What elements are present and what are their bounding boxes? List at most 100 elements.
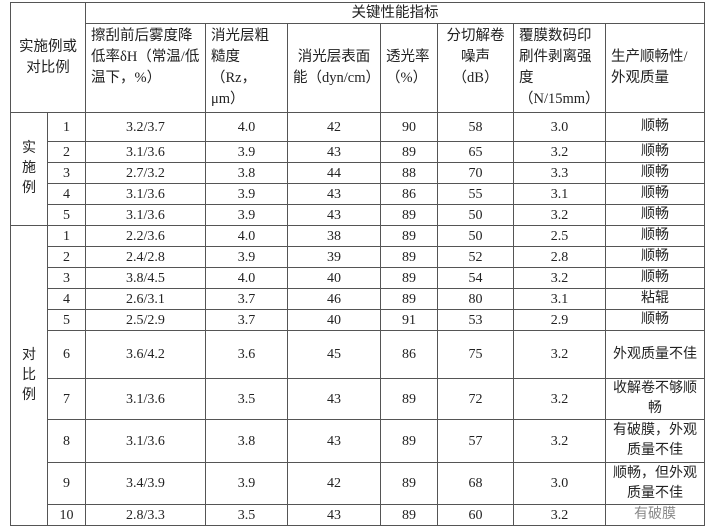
cell-energy: 40: [287, 309, 381, 331]
cell-quality: 顺畅: [604, 246, 706, 268]
row-number: 6: [47, 330, 86, 379]
cell-noise: 80: [437, 288, 514, 310]
cell-haze: 2.5/2.9: [85, 309, 206, 331]
cell-trans: 86: [380, 183, 438, 205]
cell-trans: 89: [380, 204, 438, 226]
corner-header: 实施例或对比例: [10, 2, 86, 113]
table-row: 实施例 1 3.2/3.7 4.0 42 90 58 3.0 顺畅: [10, 112, 706, 226]
cell-trans: 86: [380, 330, 438, 379]
cell-energy: 42: [287, 462, 381, 505]
column-header-haze: 擦刮前后雾度降低率δH（常温/低温下，%）: [85, 23, 206, 113]
row-number: 10: [47, 504, 86, 526]
table-row: 9 3.4/3.9 3.9 42 89 68 3.0 顺畅，但外观质量不佳: [11, 462, 706, 505]
cell-energy: 43: [287, 141, 381, 163]
table-row: 2 3.1/3.6 3.9 43 89 65 3.2 顺畅: [11, 141, 706, 163]
cell-trans: 89: [380, 141, 438, 163]
row-number: 2: [47, 246, 86, 268]
cell-quality: 顺畅: [604, 162, 706, 184]
cell-noise: 68: [437, 462, 514, 505]
cell-rz: 3.5: [205, 378, 288, 420]
cell-noise: 54: [437, 267, 514, 289]
cell-energy: 42: [287, 112, 381, 142]
group-label: 对比例: [10, 225, 48, 526]
cell-rz: 3.5: [205, 504, 288, 526]
cell-trans: 89: [380, 246, 438, 268]
cell-haze: 2.8/3.3: [85, 504, 206, 526]
cell-quality: 顺畅，但外观质量不佳: [604, 462, 706, 505]
cell-quality: 有破膜: [604, 504, 706, 526]
cell-rz: 3.8: [205, 162, 288, 184]
row-number: 1: [47, 225, 86, 247]
cell-rz: 3.7: [205, 288, 288, 310]
cell-energy: 45: [287, 330, 381, 379]
cell-noise: 60: [437, 504, 514, 526]
cell-quality: 顺畅: [604, 225, 706, 247]
column-header-roughness: 消光层粗糙度（Rz，μm）: [205, 23, 288, 113]
row-number: 1: [47, 112, 86, 142]
row-number: 2: [47, 141, 86, 163]
cell-trans: 89: [380, 225, 438, 247]
row-number: 8: [47, 419, 86, 463]
cell-haze: 3.4/3.9: [85, 462, 206, 505]
row-number: 3: [47, 162, 86, 184]
cell-quality: 顺畅: [604, 204, 706, 226]
cell-haze: 3.1/3.6: [85, 204, 206, 226]
table-row: 2 2.4/2.8 3.9 39 89 52 2.8 顺畅: [11, 246, 706, 268]
cell-noise: 70: [437, 162, 514, 184]
cell-quality: 顺畅: [604, 309, 706, 331]
cell-rz: 4.0: [205, 267, 288, 289]
cell-noise: 55: [437, 183, 514, 205]
cell-noise: 53: [437, 309, 514, 331]
cell-haze: 2.2/3.6: [85, 225, 206, 247]
cell-peel: 3.2: [513, 378, 606, 420]
cell-trans: 91: [380, 309, 438, 331]
cell-haze: 3.6/4.2: [85, 330, 206, 379]
cell-quality: 粘辊: [604, 288, 706, 310]
cell-rz: 3.9: [205, 141, 288, 163]
cell-rz: 3.9: [205, 204, 288, 226]
cell-energy: 43: [287, 183, 381, 205]
column-header-quality: 生产顺畅性/外观质量: [604, 23, 706, 113]
cell-rz: 3.9: [205, 246, 288, 268]
cell-peel: 3.3: [513, 162, 606, 184]
cell-energy: 44: [287, 162, 381, 184]
table-row: 7 3.1/3.6 3.5 43 89 72 3.2 收解卷不够顺畅: [11, 378, 706, 420]
table-row: 4 3.1/3.6 3.9 43 86 55 3.1 顺畅: [11, 183, 706, 205]
cell-trans: 89: [380, 462, 438, 505]
column-header-noise: 分切解卷噪声（dB）: [437, 23, 514, 113]
table-row: 10 2.8/3.3 3.5 43 89 60 3.2 有破膜: [11, 504, 706, 526]
cell-haze: 2.4/2.8: [85, 246, 206, 268]
cell-peel: 2.9: [513, 309, 606, 331]
cell-energy: 40: [287, 267, 381, 289]
row-number: 4: [47, 288, 86, 310]
cell-rz: 4.0: [205, 112, 288, 142]
table-row: 5 2.5/2.9 3.7 40 91 53 2.9 顺畅: [11, 309, 706, 331]
cell-noise: 58: [437, 112, 514, 142]
cell-peel: 3.1: [513, 288, 606, 310]
cell-peel: 3.0: [513, 112, 606, 142]
group-label: 实施例: [10, 112, 48, 226]
table-row: 8 3.1/3.6 3.8 43 89 57 3.2 有破膜，外观质量不佳: [11, 419, 706, 463]
table-row: 对比例 1 2.2/3.6 4.0 38 89 50 2.5 顺畅: [10, 225, 706, 526]
cell-quality: 有破膜，外观质量不佳: [604, 419, 706, 463]
cell-peel: 3.2: [513, 204, 606, 226]
cell-energy: 43: [287, 204, 381, 226]
table-row: 5 3.1/3.6 3.9 43 89 50 3.2 顺畅: [11, 204, 706, 226]
cell-quality: 顺畅: [604, 141, 706, 163]
cell-energy: 38: [287, 225, 381, 247]
cell-peel: 3.0: [513, 462, 606, 505]
cell-noise: 72: [437, 378, 514, 420]
cell-energy: 43: [287, 378, 381, 420]
cell-peel: 3.2: [513, 504, 606, 526]
cell-trans: 90: [380, 112, 438, 142]
performance-table: 实施例或对比例 关键性能指标 擦刮前后雾度降低率δH（常温/低温下，%） 消光层…: [10, 2, 706, 526]
cell-rz: 3.9: [205, 183, 288, 205]
cell-peel: 2.5: [513, 225, 606, 247]
cell-haze: 2.6/3.1: [85, 288, 206, 310]
cell-noise: 57: [437, 419, 514, 463]
cell-noise: 50: [437, 204, 514, 226]
column-header-transmittance: 透光率（%）: [380, 23, 438, 113]
cell-quality: 收解卷不够顺畅: [604, 378, 706, 420]
row-number: 5: [47, 309, 86, 331]
cell-rz: 4.0: [205, 225, 288, 247]
